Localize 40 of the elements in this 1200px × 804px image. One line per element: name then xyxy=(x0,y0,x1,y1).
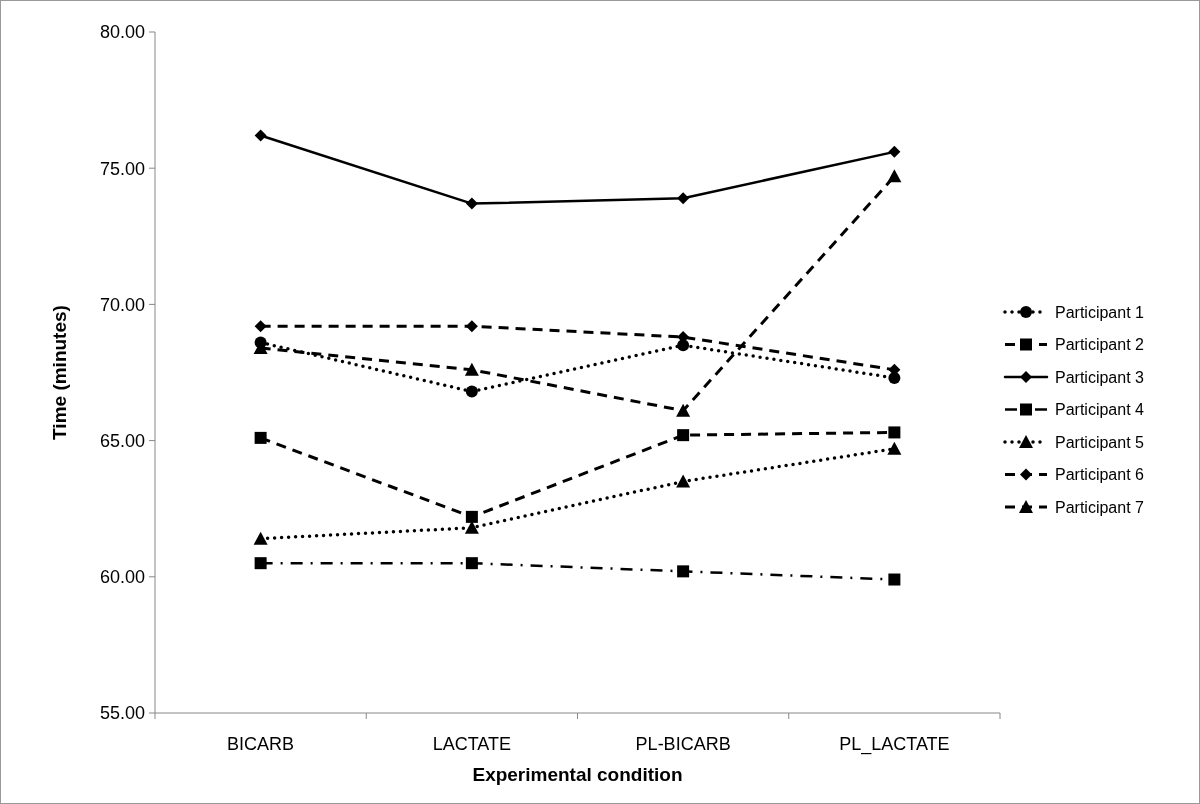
point xyxy=(254,129,267,142)
legend-label: Participant 5 xyxy=(1055,433,1145,451)
y-tick-label: 70.00 xyxy=(99,294,145,315)
point xyxy=(254,431,267,444)
point xyxy=(464,520,479,534)
point xyxy=(254,320,267,333)
point xyxy=(888,426,901,439)
x-tick-label: LACTATE xyxy=(432,734,512,754)
point xyxy=(677,192,690,205)
point xyxy=(676,403,691,417)
x-axis-title: Experimental condition xyxy=(472,764,683,785)
legend-label: Participant 2 xyxy=(1055,336,1145,354)
point xyxy=(677,565,690,578)
point xyxy=(888,145,901,158)
point xyxy=(254,557,267,570)
point xyxy=(465,385,478,398)
y-axis-title: Time (minutes) xyxy=(49,305,70,440)
point xyxy=(464,362,479,376)
legend-label: Participant 6 xyxy=(1055,466,1145,484)
y-tick-label: 65.00 xyxy=(99,430,145,451)
y-tick-label: 75.00 xyxy=(99,158,145,179)
point xyxy=(677,429,690,442)
legend-label: Participant 4 xyxy=(1055,401,1145,419)
x-tick-label: PL_LACTATE xyxy=(839,734,950,755)
point xyxy=(887,169,902,183)
point xyxy=(888,573,901,586)
point xyxy=(887,441,902,455)
x-tick-label: BICARB xyxy=(227,734,295,754)
legend-label: Participant 7 xyxy=(1055,498,1145,516)
point xyxy=(676,474,691,488)
point xyxy=(465,510,478,523)
y-tick-label: 55.00 xyxy=(99,703,145,724)
y-tick-label: 60.00 xyxy=(99,567,145,588)
legend-label: Participant 3 xyxy=(1055,368,1145,386)
legend-label: Participant 1 xyxy=(1055,303,1145,321)
x-tick-label: PL-BICARB xyxy=(635,734,731,754)
point xyxy=(253,531,268,545)
point xyxy=(465,197,478,210)
point xyxy=(465,557,478,570)
y-tick-label: 80.00 xyxy=(99,22,145,43)
